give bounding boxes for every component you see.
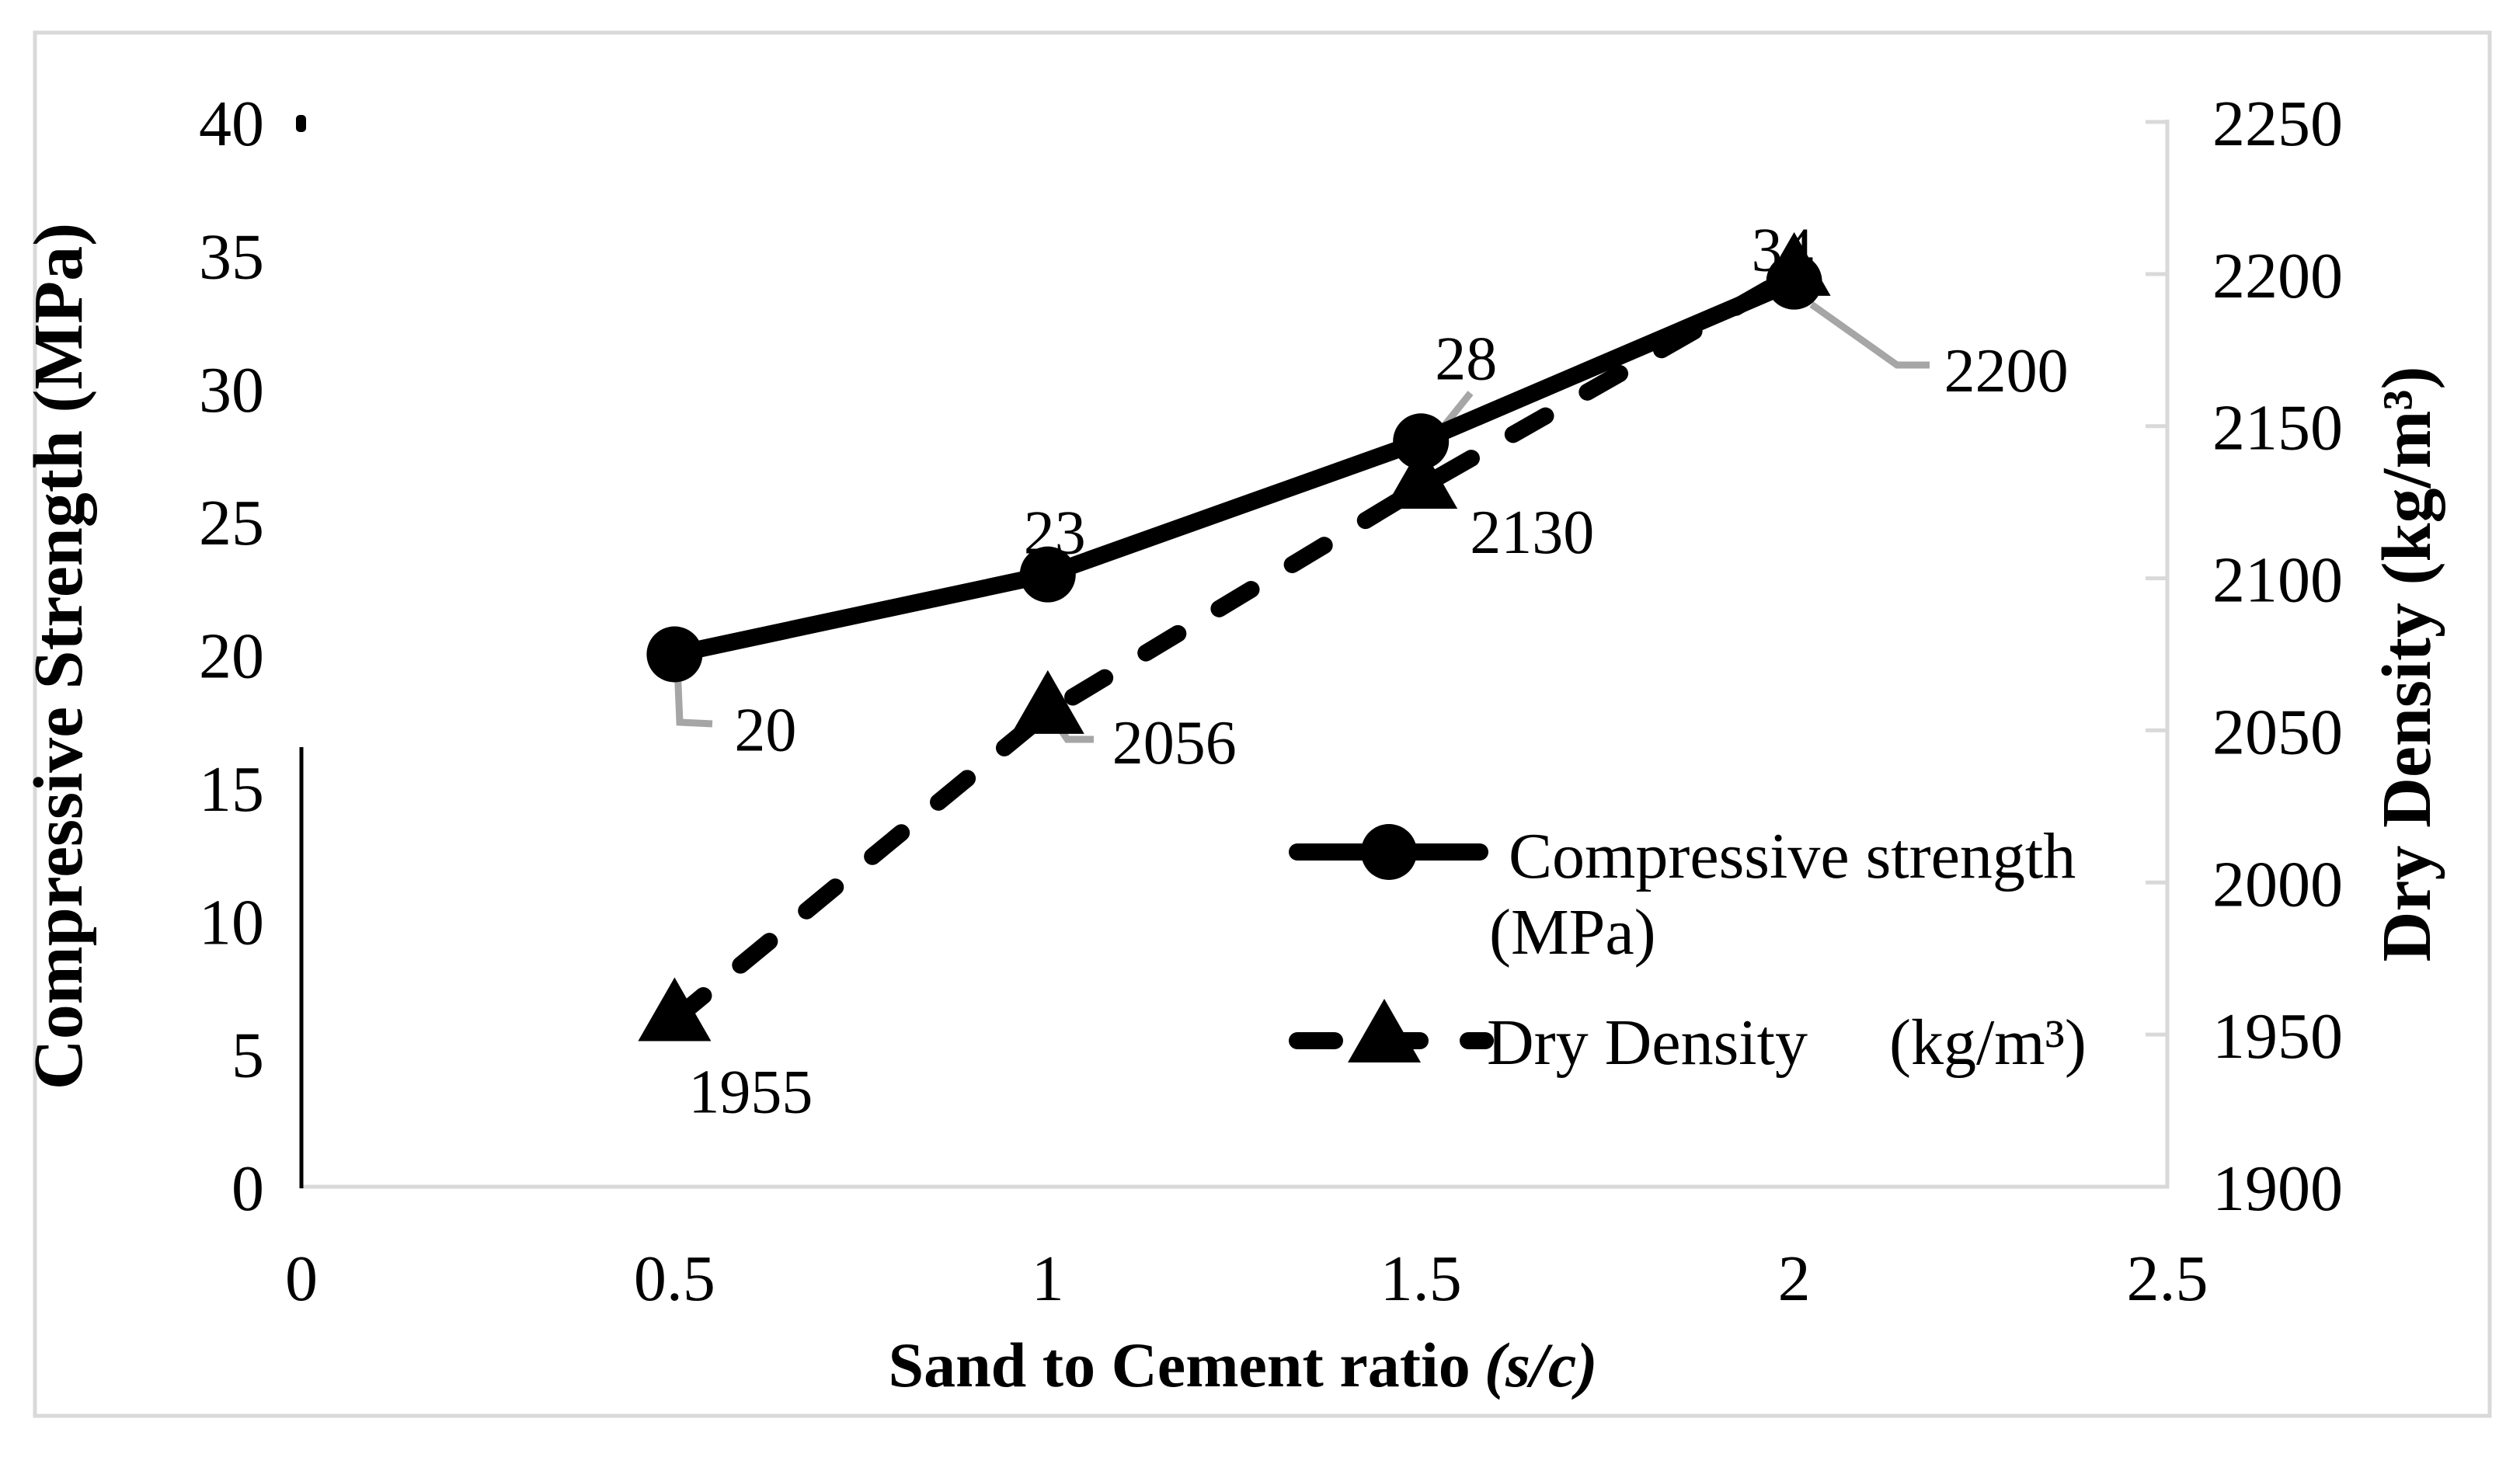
legend-unit-dry-density: (kg/m³)	[1889, 1007, 2087, 1079]
legend-circle-marker-icon	[1361, 824, 1417, 880]
marker-circle-compressive-strength	[1766, 253, 1822, 310]
right-axis-tick-label: 2100	[2212, 544, 2343, 617]
series-line-dry-density	[666, 265, 1803, 1028]
right-axis-tick-label: 2250	[2212, 88, 2343, 160]
right-axis-tick-label: 2050	[2212, 696, 2343, 768]
marker-triangle-dry-density	[1011, 669, 1084, 734]
left-axis-tick-label: 15	[199, 753, 264, 826]
data-label-compressive-strength: 20	[734, 697, 796, 765]
legend-unit-compressive-strength: (MPa)	[1489, 896, 1656, 968]
marker-circle-compressive-strength	[1019, 546, 1076, 603]
left-axis-tick-label: 40	[199, 88, 264, 160]
marker-circle-compressive-strength	[646, 626, 703, 683]
data-label-compressive-strength: 34	[1752, 217, 1814, 285]
left-axis-tick-label: 35	[199, 221, 264, 293]
marker-triangle-dry-density	[1384, 445, 1458, 509]
left-axis-tick-label: 5	[231, 1020, 264, 1092]
data-label-compressive-strength: 23	[1024, 499, 1086, 568]
data-label-dry-density: 2200	[1944, 337, 2069, 405]
legend-label-dry-density: Dry Density	[1487, 1007, 1808, 1079]
data-label-leader-line	[1809, 301, 1930, 369]
data-label-dry-density: 1955	[688, 1059, 813, 1127]
data-label-compressive-strength: 28	[1435, 325, 1497, 393]
figure-border	[33, 30, 2492, 1418]
right-axis-tick-label: 1950	[2212, 1000, 2343, 1073]
left-axis-tick-label: 10	[199, 886, 264, 958]
left-axis-tick-label: 20	[199, 621, 264, 693]
legend-label-compressive-strength: Compressive strength	[1509, 820, 2076, 892]
x-axis-tick-label: 0	[285, 1243, 318, 1315]
series-line-compressive-strength	[666, 273, 1803, 663]
left-axis-tick-label: 30	[199, 354, 264, 426]
x-axis-title-main: Sand to Cement ratio	[888, 1330, 1470, 1400]
data-label-dry-density: 2056	[1112, 709, 1237, 777]
right-axis-tick-label: 1900	[2212, 1153, 2343, 1225]
x-axis-title-suffix: (s/c)	[1485, 1330, 1598, 1400]
x-axis-title: Sand to Cement ratio (s/c)	[888, 1330, 1597, 1400]
x-axis-tick-label: 1	[1032, 1243, 1064, 1315]
data-label-dry-density: 2130	[1470, 499, 1594, 567]
x-axis-tick-label: 0.5	[634, 1243, 715, 1315]
right-axis-tick-label: 2150	[2212, 392, 2343, 464]
data-label-leader-line	[674, 666, 713, 728]
x-axis-tick-label: 2	[1778, 1243, 1811, 1315]
right-axis-tick-label: 2000	[2212, 848, 2343, 920]
right-axis-tick-label: 2200	[2212, 240, 2343, 312]
left-axis-tick-label: 0	[231, 1153, 264, 1225]
legend-triangle-marker-icon	[1348, 999, 1421, 1062]
x-axis-tick-label: 2.5	[2127, 1243, 2208, 1315]
left-axis-tick-label: 25	[199, 487, 264, 559]
marker-circle-compressive-strength	[1393, 413, 1450, 470]
left-axis-top-tick-mark	[296, 115, 306, 132]
marker-triangle-dry-density	[638, 977, 712, 1041]
left-axis-title: Compressive Strength (MPa)	[20, 223, 97, 1090]
x-axis-tick-label: 1.5	[1380, 1243, 1462, 1315]
right-axis-title: Dry Density (kg/m³)	[2369, 367, 2445, 962]
